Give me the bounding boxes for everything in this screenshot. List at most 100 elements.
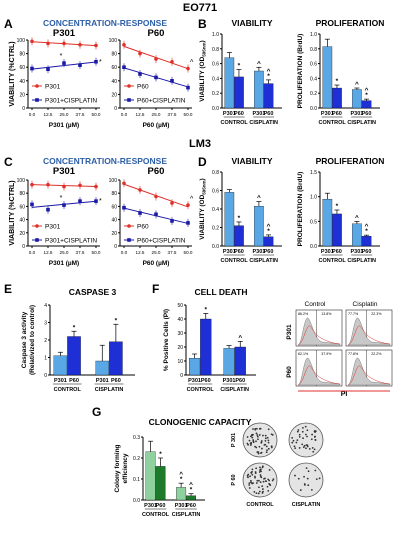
y-axis-label: VIABILITY (%CTRL): [9, 180, 16, 245]
significance-mark: *: [99, 198, 102, 205]
colony-dot: [291, 441, 294, 444]
significance-mark: ^: [179, 470, 183, 478]
significance-mark: ^: [189, 481, 193, 489]
colony-dot: [264, 477, 266, 480]
flow-cytometry-histograms: Control Cisplatin P301 86.2% 13.8% 77.7% 22.3%…: [286, 301, 393, 398]
chart-title: P301: [53, 166, 76, 177]
bar: [53, 355, 68, 376]
significance-mark: *: [205, 306, 208, 313]
significance-mark: ^: [257, 59, 261, 67]
y-tick-label: 100: [17, 178, 26, 184]
colony-dot: [265, 445, 268, 448]
y-tick-label: 1.0: [212, 32, 219, 38]
colony-dot: [267, 441, 270, 444]
significance-mark: *: [267, 228, 270, 235]
colony-dot: [303, 444, 306, 447]
y-tick-label: 0.2: [133, 456, 140, 462]
panel-letter-e: E: [4, 282, 12, 296]
colony-dot: [254, 476, 256, 479]
colony-dot: [259, 475, 262, 478]
panel-letter-a: A: [4, 17, 13, 31]
category-label: P301: [175, 503, 188, 509]
y-tick-label: 0: [22, 244, 25, 250]
chart-title: CASPASE 3: [69, 287, 117, 297]
category-label: P60: [362, 249, 372, 255]
y-tick-label: 0.8: [310, 47, 317, 53]
data-point: [78, 42, 82, 47]
significance-mark: *: [159, 451, 162, 458]
x-tick-label: 37.5: [168, 112, 177, 117]
colony-dot: [255, 432, 258, 435]
significance-mark: *: [190, 487, 193, 494]
data-point: [94, 199, 98, 203]
colony-dot: [318, 477, 321, 480]
colony-dot: [291, 437, 294, 439]
group-label: CONTROL: [221, 120, 249, 126]
group-label: CONTROL: [142, 512, 170, 518]
y-tick-label: 0.0: [310, 106, 317, 112]
colony-dot: [249, 475, 251, 478]
y-tick-label: 100: [17, 38, 26, 44]
colony-dot: [297, 429, 300, 431]
data-point: [186, 203, 190, 207]
colony-dot: [261, 447, 263, 450]
colony-dot: [250, 479, 252, 482]
y-tick-label: 2: [44, 338, 47, 344]
colony-dot: [260, 441, 263, 444]
data-point: [154, 57, 158, 61]
flow-row-label: P301: [286, 324, 293, 340]
colony-dot: [256, 435, 259, 438]
colony-dot: [267, 439, 270, 442]
colony-dot: [306, 435, 308, 438]
significance-mark: *: [115, 317, 118, 324]
section-title-lm3: LM3: [189, 138, 211, 150]
colony-dot: [312, 450, 315, 453]
chart-title: P301: [53, 28, 76, 39]
plate-row-label: P 60: [231, 474, 237, 485]
chart-title: CLONOGENIC CAPACITY: [149, 417, 252, 427]
data-point: [154, 75, 158, 80]
colony-dot: [307, 470, 310, 473]
chart-C_P60: P60 0 20 40 60 80 100 0.0 12.5 25.0 37.5 50.0 P60 (µ…: [109, 166, 194, 267]
y-tick-label: 0: [114, 244, 117, 250]
colony-dot: [258, 434, 261, 436]
x-tick-label: 0.0: [121, 250, 128, 255]
y-tick-label: 0.8: [212, 47, 219, 53]
colony-dot: [311, 433, 314, 436]
colony-dot: [302, 437, 304, 440]
y-axis-label: % Positive Cells (PI): [163, 309, 170, 371]
group-label: CONTROL: [319, 258, 347, 264]
colony-dot: [251, 473, 254, 476]
colony-dot: [250, 434, 253, 436]
legend-marker: [35, 238, 39, 242]
bar: [176, 487, 187, 501]
panel-letter-b: B: [198, 17, 207, 31]
panel-letter-c: C: [4, 155, 13, 169]
y-tick-label: 0: [180, 373, 183, 379]
flow-percent-left: 86.2%: [298, 312, 309, 316]
data-point: [186, 85, 190, 90]
group-label: CISPLATIN: [172, 512, 201, 518]
colony-dot: [255, 467, 258, 470]
colony-dot: [302, 426, 304, 429]
category-label: P60: [186, 503, 196, 509]
y-tick-label: 60: [19, 65, 25, 71]
significance-mark: *: [365, 92, 368, 99]
colony-dot: [267, 447, 270, 450]
y-tick-label: 20: [19, 231, 25, 237]
chart-title: P60: [148, 28, 165, 39]
x-tick-label: 37.5: [76, 250, 85, 255]
colony-dot: [305, 447, 307, 450]
colony-dot: [248, 487, 251, 489]
colony-dot: [269, 484, 272, 487]
plate-row-label: P 301: [231, 433, 237, 447]
colony-dot: [310, 488, 313, 491]
panel-letter-g: G: [92, 405, 101, 419]
category-label: P301: [321, 249, 334, 255]
flow-x-axis-label: PI: [341, 391, 348, 398]
colony-dot: [260, 440, 263, 442]
chart-C_P301: P301 0 20 40 60 80 100 0.0 12.5 25.0 37.5 50.0 P301 …: [9, 166, 102, 267]
data-point: [94, 43, 98, 48]
colony-dot: [270, 446, 273, 449]
y-tick-label: 0.6: [310, 62, 317, 68]
